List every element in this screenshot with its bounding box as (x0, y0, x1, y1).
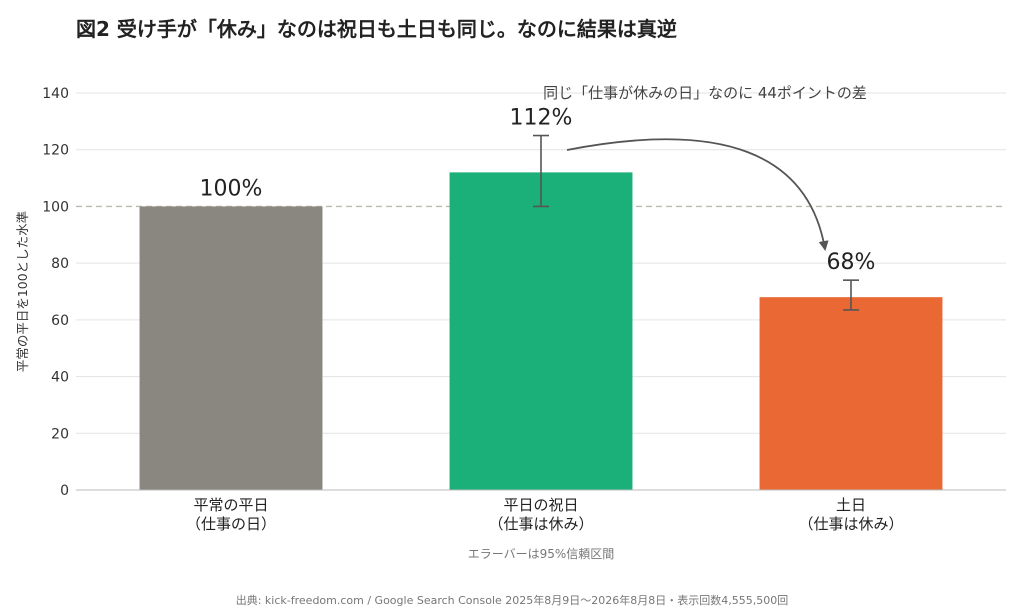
footnote: エラーバーは95%信頼区間 (468, 547, 615, 561)
data-label: 100% (200, 176, 263, 201)
y-tick-label: 0 (60, 483, 69, 499)
error-bar (533, 134, 549, 208)
x-tick-label: 土日 (836, 496, 866, 514)
error-bar (843, 279, 859, 311)
source-note: 出典: kick-freedom.com / Google Search Con… (235, 594, 789, 607)
x-tick-label: （仕事は休み） (488, 515, 593, 533)
y-tick-label: 60 (51, 313, 69, 329)
y-tick-label: 120 (42, 143, 69, 159)
y-tick-label: 100 (42, 199, 69, 215)
x-tick-label: 平日の祝日 (503, 496, 578, 514)
annotation-text: 同じ「仕事が休みの日」なのに 44ポイントの差 (543, 84, 867, 102)
y-tick-label: 140 (42, 86, 69, 102)
bar-chart: 100% 112% 68% 0 20 40 60 80 100 120 140 平常の平日を100と… (15, 84, 1006, 561)
data-label: 112% (510, 106, 573, 131)
y-tick-label: 80 (51, 256, 69, 272)
y-axis-label: 平常の平日を100とした水準 (15, 211, 30, 372)
bar (449, 172, 633, 490)
bar (139, 206, 323, 490)
chart-title: 図2 受け手が「休み」なのは祝日も土日も同じ。なのに結果は真逆 (76, 17, 677, 41)
x-tick-label: 平常の平日 (193, 496, 268, 514)
y-tick-label: 20 (51, 426, 69, 442)
x-tick-label: （仕事は休み） (798, 515, 903, 533)
bar (759, 297, 943, 490)
x-tick-label: （仕事の日） (186, 515, 276, 533)
y-tick-label: 40 (51, 370, 69, 386)
data-label: 68% (827, 250, 876, 275)
annotation-arrow (566, 138, 829, 251)
